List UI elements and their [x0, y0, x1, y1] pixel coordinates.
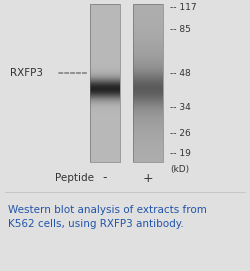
Text: -- 26: -- 26	[170, 128, 191, 137]
Text: RXFP3: RXFP3	[10, 68, 43, 78]
Text: -- 19: -- 19	[170, 149, 191, 157]
Text: -- 117: -- 117	[170, 4, 196, 12]
Bar	[90, 4, 120, 162]
Text: -- 34: -- 34	[170, 104, 191, 112]
Bar	[133, 4, 163, 162]
Text: Peptide: Peptide	[55, 173, 94, 183]
Text: Western blot analysis of extracts from
K562 cells, using RXFP3 antibody.: Western blot analysis of extracts from K…	[8, 205, 207, 229]
Text: -- 48: -- 48	[170, 69, 191, 78]
Text: -- 85: -- 85	[170, 25, 191, 34]
Text: (kD): (kD)	[170, 165, 189, 174]
Text: -: -	[103, 172, 107, 185]
Text: +: +	[143, 172, 153, 185]
